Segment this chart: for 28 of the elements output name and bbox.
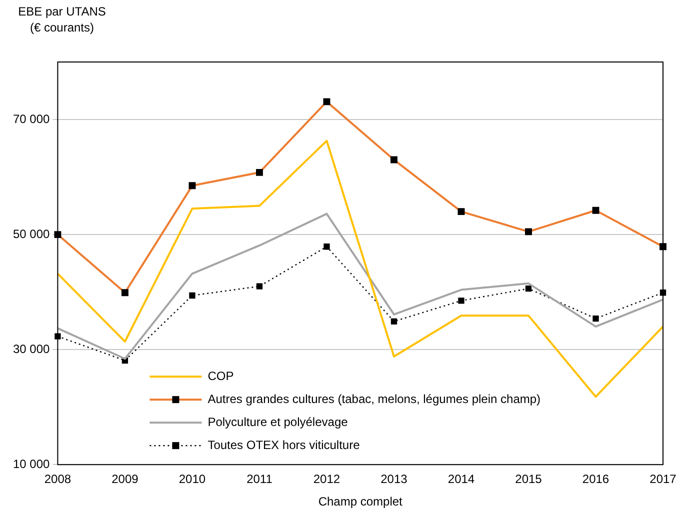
point [525, 286, 532, 292]
x-tick-label: 2015 [515, 472, 542, 486]
point [54, 333, 61, 340]
x-tick-label: 2017 [650, 472, 677, 486]
point [256, 283, 263, 290]
point [592, 315, 599, 322]
x-axis-title: Champ complet [318, 494, 404, 508]
legend-label: Polyculture et polyélevage [208, 414, 348, 429]
legend-label: COP [208, 368, 234, 383]
x-tick-label: 2012 [313, 472, 340, 486]
y-tick-label: 50 000 [13, 226, 50, 241]
point [390, 318, 398, 324]
x-tick-label: 2013 [380, 472, 408, 486]
x-tick-label: 2011 [246, 472, 273, 486]
legend-label: Toutes OTEX hors viticulture [208, 438, 360, 452]
y-tick-label: 70 000 [13, 112, 50, 126]
x-tick-label: 2016 [582, 472, 610, 486]
point [458, 298, 464, 304]
x-tick-label: 2008 [44, 472, 72, 486]
x-tick-label: 2010 [178, 472, 206, 486]
y-axis-title: EBE par UTANS (€ courants) [18, 4, 106, 34]
legend-label: Autres grandes cultures (tabac, melons, légumes plein champ) [208, 392, 541, 406]
y-tick-label: 30 000 [13, 342, 50, 356]
y-tick-label: 10 000 [13, 456, 50, 471]
x-tick-label: 2009 [112, 472, 139, 486]
x-tick-label: 2014 [448, 472, 475, 486]
point [324, 244, 330, 250]
point [189, 292, 196, 299]
